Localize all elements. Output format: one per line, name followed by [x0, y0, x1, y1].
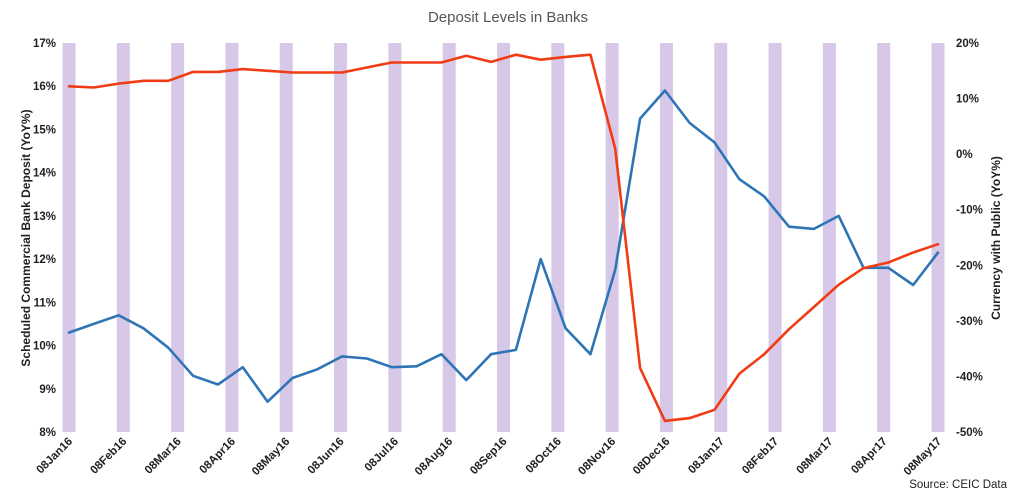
source-note: Source: CEIC Data: [909, 479, 1007, 491]
band-16: [931, 43, 945, 432]
band-12: [714, 43, 728, 432]
x-tick-label: 08Nov16: [576, 436, 618, 478]
left-tick-label: 10%: [33, 341, 56, 353]
x-tick-label: 08Dec16: [631, 436, 672, 477]
band-0: [62, 43, 76, 432]
x-tick-label: 08Feb17: [740, 436, 781, 477]
right-axis-title: Currency with Public (YoY%): [989, 156, 1003, 320]
x-tick-label: 08Jun16: [306, 436, 347, 477]
right-tick-label: 20%: [956, 38, 979, 50]
band-6: [388, 43, 402, 432]
right-tick-label: -10%: [956, 205, 983, 217]
x-tick-label: 08Apr17: [849, 436, 890, 477]
left-tick-label: 14%: [33, 168, 56, 180]
series-currency-line: [67, 53, 940, 423]
left-tick-label: 16%: [33, 81, 56, 93]
band-8: [497, 43, 510, 432]
x-tick-label: 08Jan17: [686, 436, 727, 477]
x-tick-label: 08Oct16: [524, 436, 564, 476]
x-tick-label: 08Mar16: [143, 436, 184, 477]
right-tick-label: 0%: [956, 149, 973, 161]
x-tick-label: 08Jan16: [35, 436, 76, 477]
band-15: [877, 43, 891, 432]
band-1: [116, 43, 130, 432]
series-lines: [67, 53, 940, 423]
left-axis-ticks: 8% 9% 10% 11% 12% 13% 14% 15% 16% 17%: [33, 38, 56, 439]
right-tick-label: -50%: [956, 427, 983, 439]
band-7: [442, 43, 456, 432]
band-13: [768, 43, 782, 432]
band-14: [822, 43, 836, 432]
x-tick-label: 08Jul16: [363, 436, 401, 474]
x-tick-label: 08May17: [902, 436, 944, 478]
left-tick-label: 13%: [33, 211, 56, 223]
x-tick-label: 08Sep16: [468, 436, 509, 477]
right-tick-label: 10%: [956, 94, 979, 106]
left-tick-label: 15%: [33, 124, 56, 136]
right-tick-label: -40%: [956, 371, 983, 383]
left-axis-title: Scheduled Commercial Bank Deposit (YoY%): [19, 109, 33, 366]
x-tick-label: 08Aug16: [413, 436, 455, 478]
x-tick-label: 08May16: [250, 436, 292, 478]
left-tick-label: 17%: [33, 38, 56, 50]
left-tick-label: 8%: [39, 427, 56, 439]
band-3: [225, 43, 239, 432]
left-tick-label: 12%: [33, 254, 56, 266]
band-10: [605, 43, 619, 432]
x-tick-label: 08Mar17: [794, 436, 835, 477]
left-tick-label: 11%: [34, 297, 56, 309]
band-9: [551, 43, 565, 432]
right-tick-label: -30%: [956, 316, 983, 328]
band-2: [171, 43, 185, 432]
x-tick-label: 08Apr16: [197, 436, 238, 477]
shaded-bands: [62, 43, 945, 432]
left-tick-label: 9%: [39, 384, 56, 396]
series-bank-deposit-line: [67, 89, 940, 404]
right-axis-ticks: -50% -40% -30% -20% -10% 0% 10% 20%: [956, 38, 983, 439]
chart-title: Deposit Levels in Banks: [428, 9, 588, 26]
right-tick-label: -20%: [956, 260, 983, 272]
x-tick-label: 08Feb16: [88, 436, 129, 477]
band-5: [334, 43, 348, 432]
band-11: [659, 43, 673, 432]
x-axis-ticks: 08Jan16 08Feb16 08Mar16 08Apr16 08May16 08Jun…: [35, 436, 945, 478]
band-4: [279, 43, 293, 432]
